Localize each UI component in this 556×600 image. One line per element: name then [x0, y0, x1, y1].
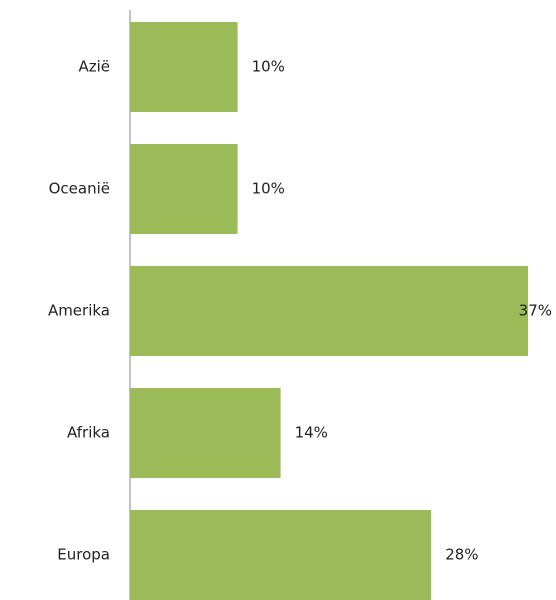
data-label: 37%	[519, 302, 552, 320]
bar	[130, 510, 432, 600]
category-label: Oceanië	[49, 180, 110, 198]
bar	[130, 144, 238, 234]
data-label: 14%	[295, 424, 328, 442]
category-label: Amerika	[48, 302, 110, 320]
category-label: Azië	[78, 58, 110, 76]
bar	[130, 388, 281, 478]
category-label: Afrika	[67, 424, 110, 442]
data-label: 10%	[252, 58, 285, 76]
bar	[130, 266, 528, 356]
data-label: 28%	[445, 546, 478, 564]
category-label: Europa	[57, 546, 110, 564]
bar	[130, 22, 238, 112]
data-label: 10%	[252, 180, 285, 198]
